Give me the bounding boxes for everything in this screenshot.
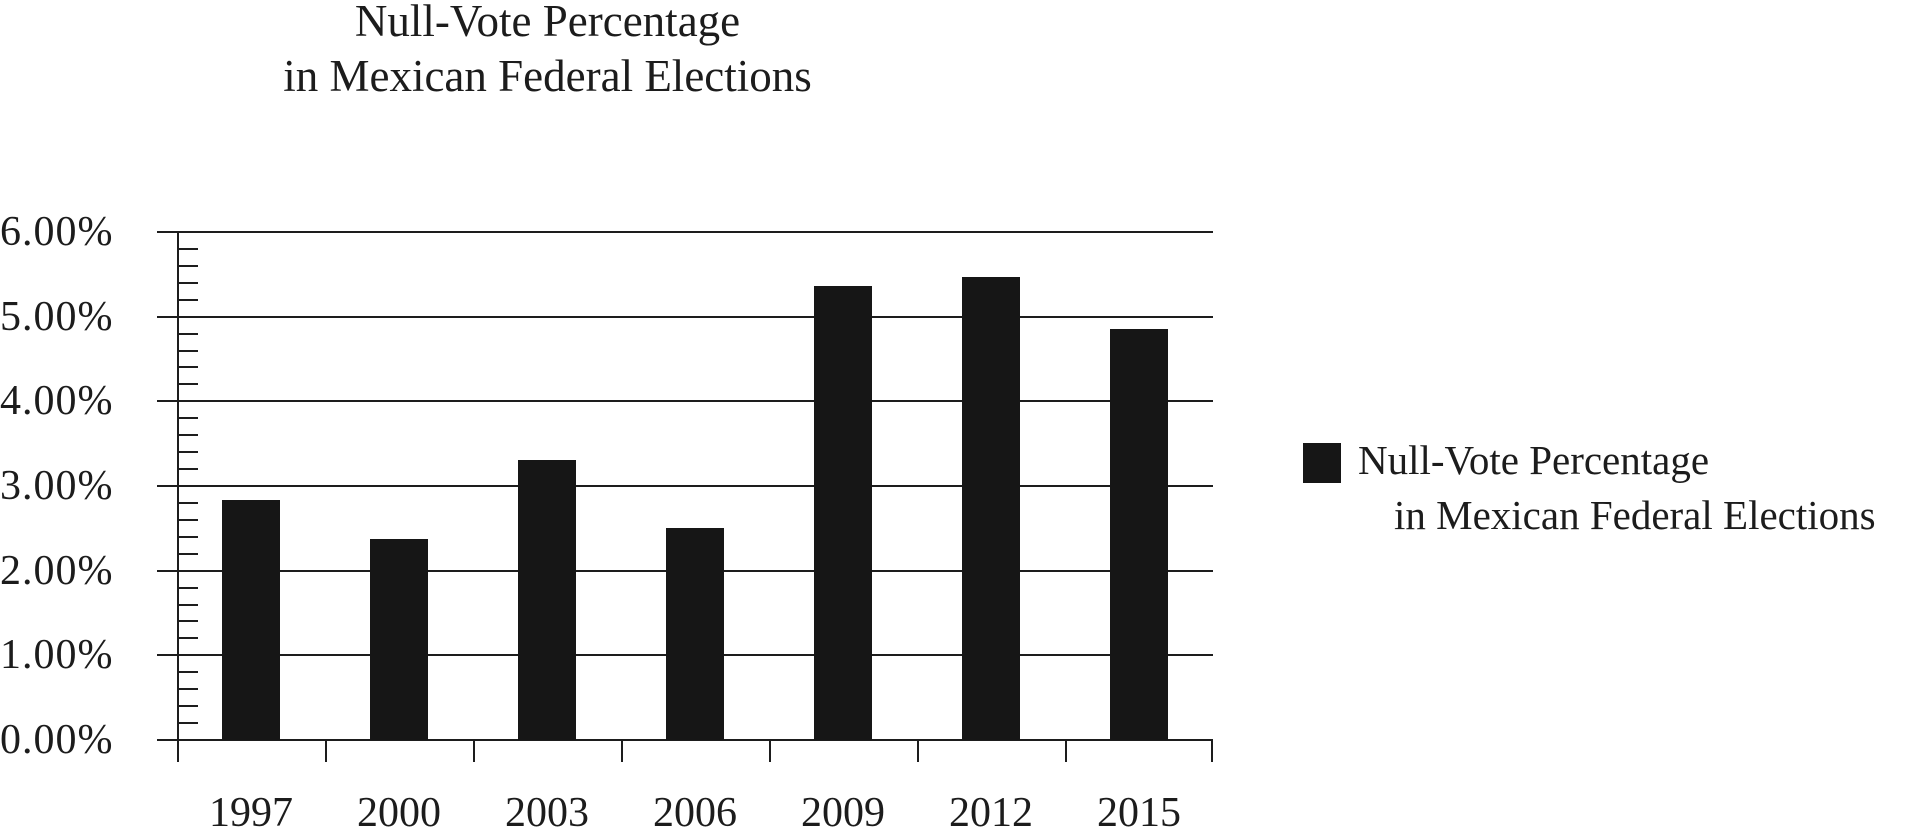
- y-minor-tick: [179, 349, 198, 352]
- x-boundary-tick: [1211, 739, 1213, 762]
- legend-label: Null-Vote Percentage in Mexican Federal …: [1358, 433, 1876, 543]
- y-minor-tick: [179, 383, 198, 386]
- y-tick-label: 4.00%: [0, 378, 114, 425]
- y-minor-tick: [179, 332, 198, 335]
- y-minor-tick: [179, 535, 198, 538]
- major-gridline: [157, 400, 1213, 403]
- bar-2015: [1110, 329, 1168, 740]
- y-axis-line: [177, 232, 179, 762]
- y-minor-tick: [179, 637, 198, 640]
- x-tick-label: 2015: [1097, 790, 1181, 836]
- y-minor-tick: [179, 671, 198, 674]
- bar-2000: [370, 538, 428, 740]
- y-tick-label: 2.00%: [0, 547, 114, 594]
- y-minor-tick: [179, 501, 198, 504]
- y-tick-label: 5.00%: [0, 293, 114, 340]
- y-minor-tick: [179, 366, 198, 369]
- x-tick-label: 2009: [801, 790, 885, 836]
- y-minor-tick: [179, 451, 198, 454]
- y-minor-tick: [179, 586, 198, 589]
- x-boundary-tick: [769, 739, 771, 762]
- x-boundary-tick: [1065, 739, 1067, 762]
- y-minor-tick: [179, 620, 198, 623]
- y-minor-tick: [179, 298, 198, 301]
- bar-2009: [814, 286, 872, 740]
- x-boundary-tick: [621, 739, 623, 762]
- y-minor-tick: [179, 264, 198, 267]
- y-minor-tick: [179, 468, 198, 471]
- x-boundary-tick: [473, 739, 475, 762]
- x-tick-label: 2012: [949, 790, 1033, 836]
- legend-label-line2: in Mexican Federal Elections: [1394, 492, 1876, 538]
- chart-title-line1: Null-Vote Percentage: [354, 0, 741, 46]
- y-minor-tick: [179, 603, 198, 606]
- legend-label-line1: Null-Vote Percentage: [1358, 437, 1710, 483]
- major-gridline: [157, 739, 1213, 741]
- y-tick-label: 1.00%: [0, 632, 114, 679]
- major-gridline: [157, 231, 1213, 233]
- plot-area: [157, 231, 1213, 762]
- bar-2006: [666, 528, 724, 740]
- major-gridline: [157, 485, 1213, 487]
- y-tick-label: 6.00%: [0, 209, 114, 255]
- y-tick-label: 3.00%: [0, 463, 114, 509]
- x-tick-label: 1997: [209, 790, 293, 836]
- y-minor-tick: [179, 722, 198, 725]
- y-minor-tick: [179, 417, 198, 420]
- x-boundary-tick: [177, 739, 179, 762]
- major-gridline: [157, 315, 1213, 318]
- chart-title: Null-Vote Percentage in Mexican Federal …: [0, 0, 1095, 104]
- y-minor-tick: [179, 705, 198, 708]
- y-minor-tick: [179, 281, 198, 284]
- y-minor-tick: [179, 688, 198, 691]
- legend-swatch: [1303, 443, 1341, 483]
- chart-title-line2: in Mexican Federal Elections: [283, 51, 812, 101]
- x-tick-label: 2000: [357, 790, 441, 836]
- bar-1997: [222, 499, 280, 740]
- x-tick-label: 2003: [505, 790, 589, 836]
- y-tick-label: 0.00%: [0, 717, 114, 763]
- x-tick-label: 2006: [653, 790, 737, 836]
- y-minor-tick: [179, 247, 198, 250]
- bar-2003: [518, 459, 576, 740]
- legend: Null-Vote Percentage in Mexican Federal …: [1303, 433, 1876, 543]
- y-minor-tick: [179, 552, 198, 555]
- x-boundary-tick: [917, 739, 919, 762]
- y-minor-tick: [179, 518, 198, 521]
- y-minor-tick: [179, 434, 198, 437]
- bar-2012: [962, 276, 1020, 740]
- x-boundary-tick: [325, 739, 327, 762]
